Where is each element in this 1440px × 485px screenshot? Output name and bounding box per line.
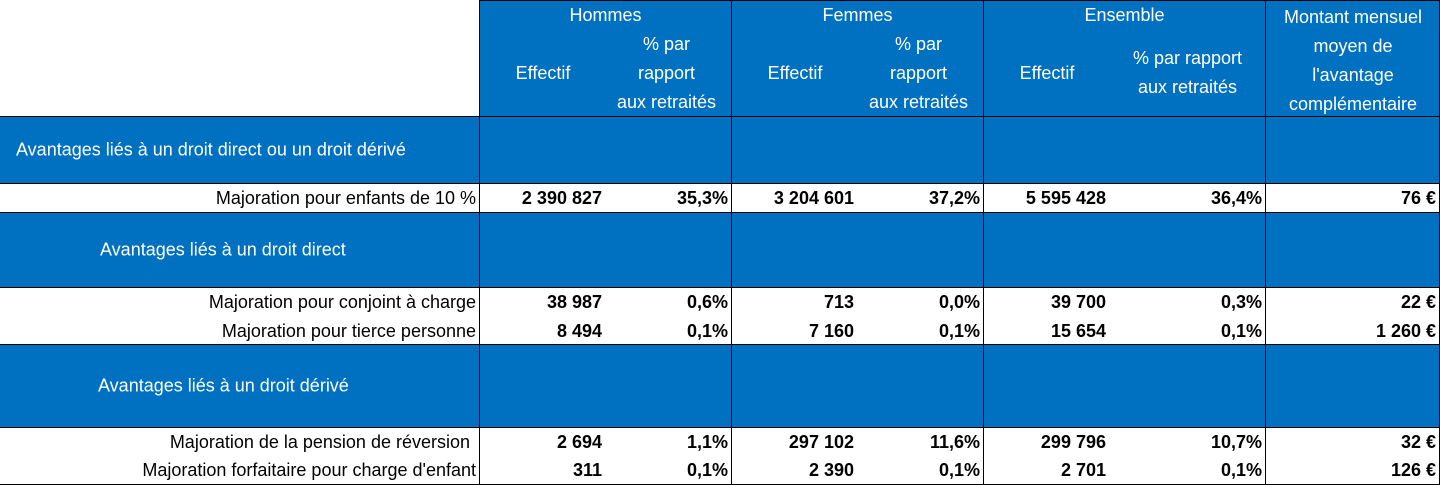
header-montant: Montant mensuel moyen de l'avantage comp… [1266, 0, 1440, 116]
row-label: Majoration forfaitaire pour charge d'enf… [142, 460, 476, 480]
section-band-droit-direct: Avantages liés à un droit direct [0, 213, 1440, 287]
pct-line-2: rapport [889, 63, 948, 83]
section-title: Avantages liés à un droit direct [100, 239, 346, 260]
header-femmes: Femmes Effectif % par rapport aux retrai… [732, 0, 983, 116]
section-band-droit-derive: Avantages liés à un droit dérivé [0, 345, 1440, 427]
pct-line-3: aux retraités [868, 92, 969, 112]
cell-ensemble-pct: 0,1% [1220, 460, 1262, 480]
header-ensemble-pct: % par rapport aux retraités [1110, 44, 1265, 102]
grid-line [1265, 0, 1266, 485]
montant-line-3: l'avantage [1312, 65, 1394, 85]
grid-line [479, 0, 480, 485]
montant-line-1: Montant mensuel [1283, 7, 1423, 27]
table-row: Majoration forfaitaire pour charge d'enf… [0, 456, 1440, 484]
row-label: Majoration pour conjoint à charge [208, 292, 476, 312]
cell-femmes-pct: 0,1% [938, 321, 980, 341]
cell-hommes-effectif: 2 390 827 [521, 188, 602, 208]
cell-femmes-effectif: 3 204 601 [773, 188, 854, 208]
header-femmes-effectif: Effectif [767, 63, 823, 83]
montant-line-2: moyen de [1313, 36, 1393, 56]
row-label: Majoration de la pension de réversion [169, 432, 470, 452]
cell-ensemble-pct: 0,1% [1220, 321, 1262, 341]
table-row: Majoration pour enfants de 10 % 2 390 82… [0, 184, 1440, 212]
header-femmes-title: Femmes [822, 5, 893, 25]
grid-line [0, 287, 1440, 288]
grid-line [0, 183, 1440, 184]
section-band-droit-direct-ou-derive: Avantages liés à un droit direct ou un d… [0, 117, 1440, 183]
cell-montant: 22 € [1400, 292, 1436, 312]
cell-hommes-effectif: 38 987 [546, 292, 602, 312]
cell-hommes-effectif: 8 494 [556, 321, 602, 341]
cell-montant: 32 € [1400, 432, 1436, 452]
header-ensemble-effectif: Effectif [1019, 63, 1075, 83]
row-label: Majoration pour enfants de 10 % [215, 188, 476, 208]
cell-hommes-pct: 1,1% [686, 432, 728, 452]
pct-ens-line-1: % par rapport [1132, 48, 1243, 68]
table-row: Majoration pour conjoint à charge 38 987… [0, 288, 1440, 316]
header-hommes-effectif: Effectif [515, 63, 571, 83]
cell-hommes-effectif: 2 694 [556, 432, 602, 452]
header-ensemble-title: Ensemble [1084, 5, 1165, 25]
cell-femmes-effectif: 7 160 [808, 321, 854, 341]
cell-ensemble-pct: 0,3% [1220, 292, 1262, 312]
cell-hommes-pct: 0,1% [686, 321, 728, 341]
grid-line [0, 116, 1440, 117]
cell-ensemble-pct: 10,7% [1210, 432, 1262, 452]
header-ensemble: Ensemble Effectif % par rapport aux retr… [984, 0, 1265, 116]
pct-ens-line-2: aux retraités [1137, 77, 1238, 97]
header-hommes-pct: % par rapport aux retraités [606, 30, 731, 117]
cell-ensemble-pct: 36,4% [1210, 188, 1262, 208]
grid-line [731, 0, 732, 485]
header-hommes-title: Hommes [569, 5, 642, 25]
grid-line [0, 212, 1440, 213]
cell-hommes-effectif: 311 [572, 460, 602, 480]
cell-femmes-pct: 0,1% [938, 460, 980, 480]
cell-femmes-pct: 37,2% [928, 188, 980, 208]
cell-hommes-pct: 0,6% [686, 292, 728, 312]
pct-line-3: aux retraités [616, 92, 717, 112]
pct-line-1: % par [894, 34, 943, 54]
cell-femmes-effectif: 713 [823, 292, 854, 312]
pct-line-2: rapport [637, 63, 696, 83]
cell-femmes-effectif: 2 390 [808, 460, 854, 480]
cell-femmes-effectif: 297 102 [788, 432, 854, 452]
header-femmes-pct: % par rapport aux retraités [858, 30, 983, 117]
cell-hommes-pct: 0,1% [686, 460, 728, 480]
header-montant-title: Montant mensuel moyen de l'avantage comp… [1266, 3, 1440, 119]
cell-ensemble-effectif: 15 654 [1050, 321, 1106, 341]
grid-line [0, 344, 1440, 345]
grid-line [479, 0, 1440, 1]
cell-ensemble-effectif: 39 700 [1050, 292, 1106, 312]
section-title: Avantages liés à un droit dérivé [98, 375, 349, 396]
cell-femmes-pct: 0,0% [938, 292, 980, 312]
grid-line [983, 0, 984, 485]
grid-line [0, 427, 1440, 428]
cell-montant: 76 € [1400, 188, 1436, 208]
cell-ensemble-effectif: 299 796 [1040, 432, 1106, 452]
table-row: Majoration pour tierce personne 8 494 0,… [0, 317, 1440, 345]
pct-line-1: % par [642, 34, 691, 54]
table-row: Majoration de la pension de réversion 2 … [0, 428, 1440, 456]
cell-femmes-pct: 11,6% [929, 432, 980, 452]
cell-ensemble-effectif: 2 701 [1060, 460, 1106, 480]
row-label: Majoration pour tierce personne [221, 321, 476, 341]
cell-hommes-pct: 35,3% [676, 188, 728, 208]
cell-montant: 1 260 € [1375, 321, 1436, 341]
cell-ensemble-effectif: 5 595 428 [1025, 188, 1106, 208]
cell-montant: 126 € [1390, 460, 1436, 480]
section-title: Avantages liés à un droit direct ou un d… [16, 139, 406, 160]
montant-line-4: complémentaire [1288, 94, 1418, 114]
header-hommes: Hommes Effectif % par rapport aux retrai… [480, 0, 731, 116]
